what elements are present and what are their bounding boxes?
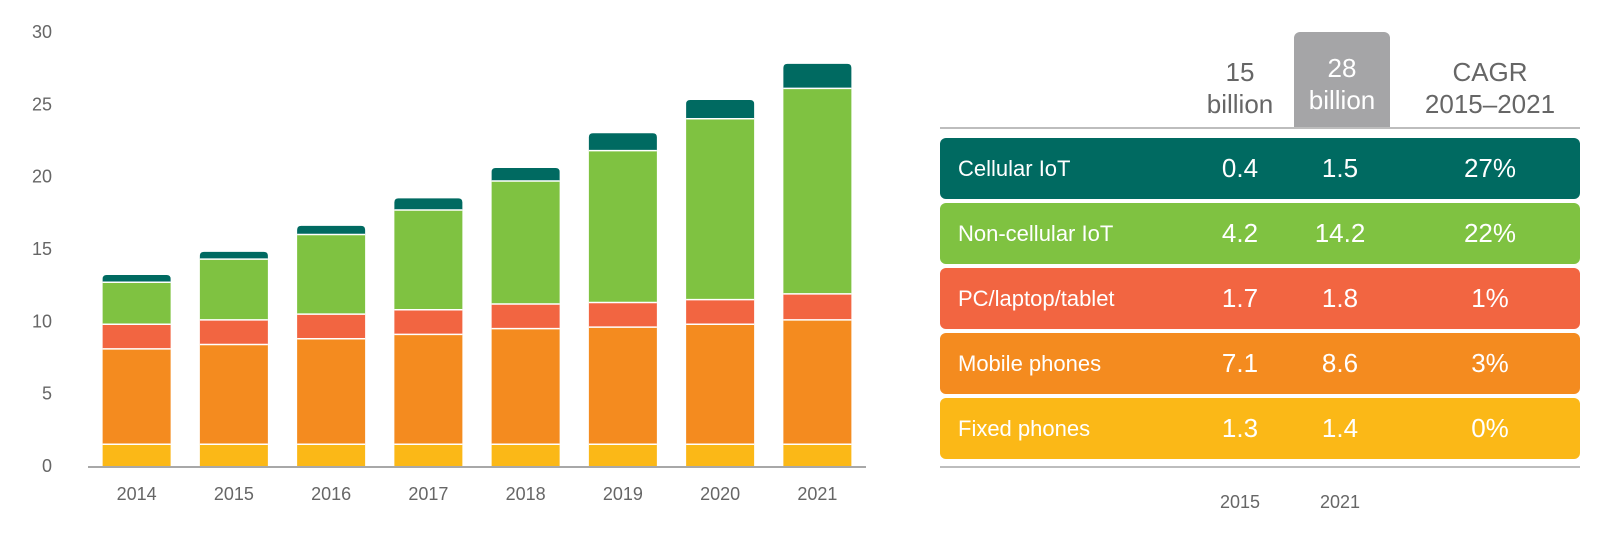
bar-segment <box>394 334 463 445</box>
row-label: PC/laptop/tablet <box>958 285 1115 311</box>
header-2015-value: 15 <box>1225 57 1255 87</box>
bar-segment <box>394 444 463 466</box>
summary-table: 15 billion 28 billion CAGR 2015–2021 Cel… <box>940 0 1580 534</box>
bar-segment <box>102 324 171 349</box>
bar-segment <box>102 444 171 466</box>
bar-segment <box>297 444 366 466</box>
table-top-rule <box>940 127 1580 129</box>
bar-segment <box>783 293 852 320</box>
y-tick-label: 25 <box>32 94 52 114</box>
header-cagr-period: 2015–2021 <box>1424 89 1556 119</box>
bar-segment <box>686 444 755 466</box>
table-row-mobile-phones: Mobile phones 7.1 8.6 3% <box>940 333 1580 394</box>
bar-segment <box>588 444 657 466</box>
header-cagr-title: CAGR <box>1452 57 1528 87</box>
bar-segment <box>588 302 657 328</box>
bar-segment <box>783 319 852 445</box>
y-tick-label: 0 <box>42 456 52 476</box>
row-value-2021: 1.8 <box>1321 283 1359 313</box>
bar-segment <box>491 444 560 466</box>
bar-segment <box>297 338 366 445</box>
row-value-2021: 1.4 <box>1321 413 1359 443</box>
x-tick-label: 2021 <box>797 484 837 504</box>
bar-segment <box>588 327 657 445</box>
bar-segment <box>686 118 755 300</box>
bar-segment <box>102 282 171 325</box>
row-value-2015: 0.4 <box>1221 153 1259 183</box>
row-value-cagr: 27% <box>1463 153 1517 183</box>
bar-segment <box>102 348 171 445</box>
bar-segment <box>297 314 366 339</box>
row-value-2015: 1.7 <box>1221 283 1259 313</box>
row-value-2015: 4.2 <box>1221 218 1259 248</box>
row-value-2015: 7.1 <box>1221 348 1259 378</box>
stacked-bar-chart: 0 5 10 15 20 25 30 2014 2015 2016 2017 2018 2019 2020… <box>32 22 866 504</box>
bar-segment <box>102 275 171 283</box>
row-value-cagr: 1% <box>1471 283 1509 313</box>
bar-segment <box>491 328 560 445</box>
y-tick-label: 30 <box>32 22 52 42</box>
row-value-2021: 1.5 <box>1321 153 1359 183</box>
row-value-2021: 8.6 <box>1321 348 1359 378</box>
bar-segment <box>686 324 755 445</box>
row-value-cagr: 0% <box>1471 413 1509 443</box>
bar-segment <box>199 259 268 320</box>
y-tick-label: 20 <box>32 167 52 187</box>
bar-segment <box>199 444 268 466</box>
table-row-pc-laptop-tablet: PC/laptop/tablet 1.7 1.8 1% <box>940 268 1580 329</box>
header-2021-unit: billion <box>1308 85 1376 115</box>
row-value-2015: 1.3 <box>1221 413 1259 443</box>
x-tick-label: 2014 <box>117 484 157 504</box>
x-tick-label: 2018 <box>506 484 546 504</box>
bar-segment <box>297 234 366 315</box>
header-2021: 28 billion <box>1294 32 1390 128</box>
row-label: Mobile phones <box>958 350 1102 376</box>
bar-segment <box>297 225 366 235</box>
bar-segment <box>686 299 755 325</box>
bar-segment <box>783 88 852 294</box>
bar-segment <box>199 319 268 345</box>
bar-segment <box>199 251 268 260</box>
table-row-cellular-iot: Cellular IoT 0.4 1.5 27% <box>940 138 1580 199</box>
bar-segment <box>588 133 657 151</box>
bar-segment <box>491 181 560 304</box>
header-2021-value: 28 <box>1327 53 1357 83</box>
row-value-cagr: 3% <box>1471 348 1509 378</box>
row-label: Non-cellular IoT <box>958 220 1114 246</box>
bar-segment <box>783 444 852 466</box>
y-tick-label: 5 <box>42 384 52 404</box>
x-tick-label: 2017 <box>408 484 448 504</box>
footer-year-2015: 2015 <box>1219 492 1261 512</box>
y-tick-label: 15 <box>32 239 52 259</box>
header-cagr: CAGR 2015–2021 <box>1410 40 1570 128</box>
bar-segment <box>394 309 463 335</box>
footer-year-2021: 2021 <box>1319 492 1361 512</box>
y-tick-label: 10 <box>32 311 52 331</box>
x-tick-label: 2019 <box>603 484 643 504</box>
row-label: Fixed phones <box>958 415 1091 441</box>
row-value-cagr: 22% <box>1463 218 1517 248</box>
bar-segment <box>686 99 755 119</box>
bar-segment <box>491 167 560 182</box>
bar-segment <box>783 63 852 89</box>
header-2015: 15 billion <box>1180 40 1300 128</box>
bar-segment <box>199 344 268 445</box>
bar-segment <box>394 198 463 210</box>
table-row-fixed-phones: Fixed phones 1.3 1.4 0% <box>940 398 1580 459</box>
bar-segment <box>588 150 657 303</box>
table-row-non-cellular-iot: Non-cellular IoT 4.2 14.2 22% <box>940 203 1580 264</box>
x-tick-label: 2016 <box>311 484 351 504</box>
row-value-2021: 14.2 <box>1314 218 1366 248</box>
x-tick-label: 2020 <box>700 484 740 504</box>
x-tick-label: 2015 <box>214 484 254 504</box>
bar-segment <box>491 303 560 329</box>
header-2015-unit: billion <box>1206 89 1274 119</box>
row-label: Cellular IoT <box>958 155 1071 181</box>
bar-segment <box>394 209 463 310</box>
table-bottom-rule <box>940 466 1580 468</box>
